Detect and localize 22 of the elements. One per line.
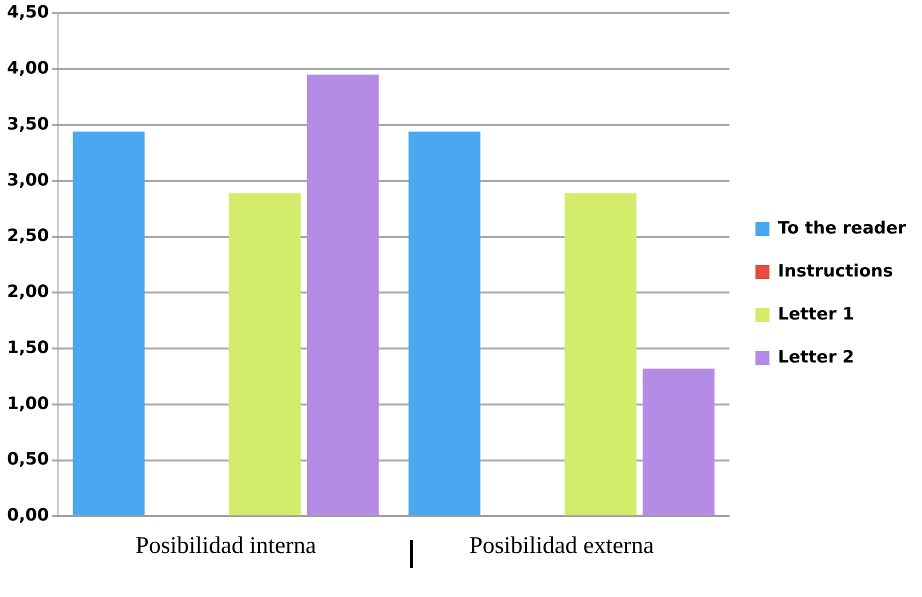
y-tick-label: 4,50 <box>6 2 50 23</box>
bar <box>228 193 301 516</box>
x-tick-label: Posibilidad interna <box>135 532 316 559</box>
y-tick-label: 1,50 <box>6 338 50 358</box>
bar <box>72 132 145 516</box>
y-tick-label: 4,00 <box>6 58 50 79</box>
bar <box>564 193 636 516</box>
legend-label: Letter 1 <box>778 304 854 324</box>
x-tick-label: Posibilidad externa <box>469 532 654 559</box>
bar <box>306 74 379 516</box>
y-tick-label: 1,00 <box>6 394 50 414</box>
y-tick-label: 3,50 <box>6 114 50 134</box>
bar <box>408 132 480 516</box>
legend-label: Letter 2 <box>778 347 854 368</box>
y-tick-label: 3,00 <box>6 170 50 190</box>
y-tick-label: 0,50 <box>6 450 50 470</box>
legend-label: To the reader <box>778 218 907 238</box>
y-tick-label: 2,50 <box>6 226 50 246</box>
legend-label: Instructions <box>778 261 894 282</box>
y-tick-label: 0,00 <box>6 506 50 526</box>
bar <box>642 368 715 516</box>
y-tick-label: 2,00 <box>6 282 50 302</box>
